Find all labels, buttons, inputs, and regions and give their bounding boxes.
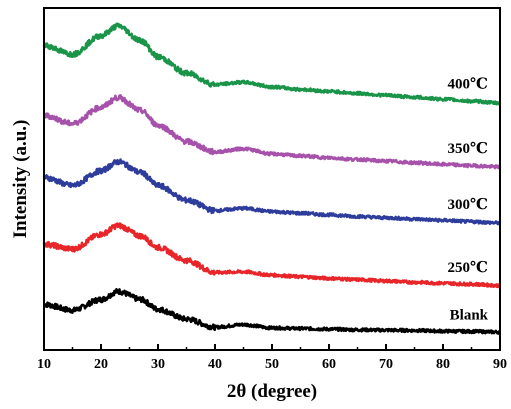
x-tick-label-5: 60 (322, 357, 336, 372)
plot-frame (43, 7, 501, 351)
series-labels: Blank 250℃ 300℃ 350℃ 400℃ (448, 76, 489, 323)
x-tick-label-2: 30 (151, 357, 165, 372)
x-tick-label-3: 40 (208, 357, 222, 372)
x-tick-label-6: 70 (379, 357, 393, 372)
series-line-2 (42, 158, 502, 226)
series-label-3: 350℃ (448, 141, 489, 157)
series-line-1 (42, 222, 502, 289)
plot-curves (42, 22, 502, 335)
series-label-1: 250℃ (448, 260, 489, 276)
series-label-2: 300℃ (448, 197, 489, 213)
series-label-4: 400℃ (448, 76, 489, 92)
x-tick-label-8: 90 (493, 357, 507, 372)
x-axis-ticks: 10 20 30 40 50 60 70 80 90 (37, 344, 507, 372)
series-line-3 (42, 94, 502, 170)
series-label-0: Blank (450, 307, 489, 323)
series-line-0 (43, 288, 501, 335)
x-axis-title: 2θ (degree) (227, 381, 317, 402)
x-tick-label-7: 80 (436, 357, 450, 372)
x-tick-label-4: 50 (265, 357, 279, 372)
x-tick-label-1: 20 (94, 357, 108, 372)
x-tick-label-0: 10 (37, 357, 51, 372)
y-axis-title: Intensity (a.u.) (10, 120, 31, 239)
series-line-4 (42, 22, 502, 106)
